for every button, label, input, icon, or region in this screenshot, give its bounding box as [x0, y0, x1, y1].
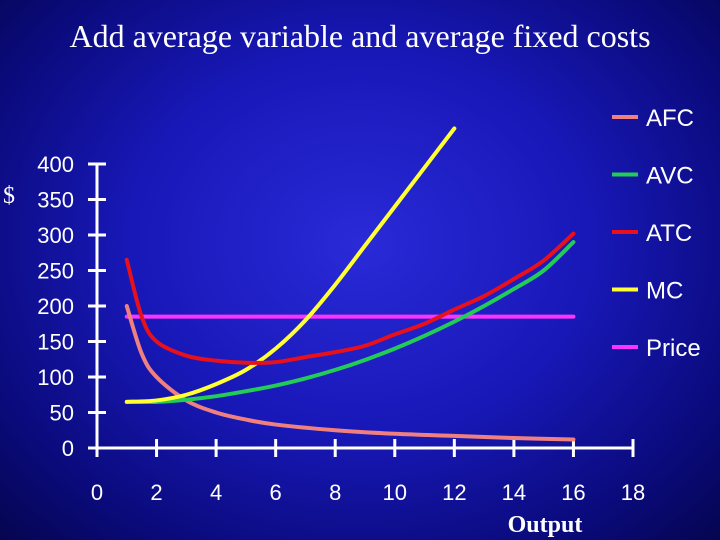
x-tick-label: 10	[383, 480, 407, 505]
axes: 0 50 100 150 200 250 300 350 400 0 2 4 6 8 10 12 14 16 18 $…	[3, 152, 645, 538]
legend: AFC AVC ATC MC Price	[612, 105, 701, 362]
chart-title: Add average variable and average fixed c…	[69, 18, 651, 54]
x-tick-label: 2	[150, 480, 162, 505]
x-tick-label: 16	[561, 480, 585, 505]
avc-legend-label: AVC	[646, 163, 694, 190]
y-axis-title: $	[3, 183, 15, 209]
x-tick-label: 18	[621, 480, 645, 505]
y-tick-label: 400	[37, 152, 74, 177]
y-tick-label: 250	[37, 259, 74, 284]
y-tick-label: 0	[62, 436, 74, 461]
y-tick-label: 300	[37, 223, 74, 248]
afc-legend-label: AFC	[646, 105, 694, 132]
x-axis-title: Output	[508, 512, 583, 538]
y-tick-label: 50	[50, 401, 74, 426]
mc-series-line	[124, 126, 457, 404]
y-tick-label: 150	[37, 330, 74, 355]
y-tick-label: 200	[37, 294, 74, 319]
x-tick-label: 14	[502, 480, 526, 505]
atc-legend-label: ATC	[646, 220, 692, 247]
y-tick-label: 100	[37, 365, 74, 390]
x-tick-label: 4	[210, 480, 222, 505]
avc-series-line	[124, 240, 576, 405]
price-legend-label: Price	[646, 335, 701, 362]
x-tick-label: 12	[442, 480, 466, 505]
atc-series-line	[124, 231, 576, 365]
mc-legend-label: MC	[646, 278, 683, 305]
y-tick-label: 350	[37, 188, 74, 213]
x-tick-label: 6	[270, 480, 282, 505]
series-layer	[124, 126, 576, 442]
afc-series-line	[124, 304, 576, 442]
x-tick-label: 0	[91, 480, 103, 505]
x-tick-label: 8	[329, 480, 341, 505]
